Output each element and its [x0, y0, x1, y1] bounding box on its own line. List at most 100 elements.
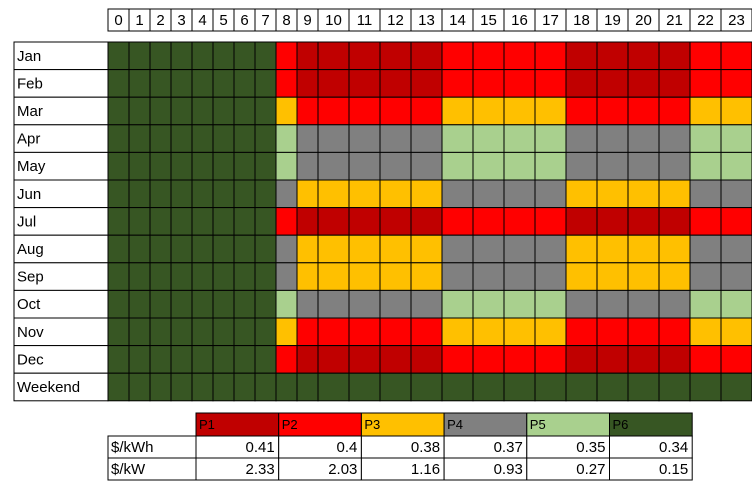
period-cell	[720, 41, 752, 71]
period-cell	[254, 69, 277, 98]
period-cell	[275, 96, 298, 126]
period-cell	[107, 69, 130, 98]
period-cell	[441, 289, 474, 319]
legend-row-label: $/kW	[111, 461, 146, 478]
period-cell	[191, 262, 214, 291]
period-cell	[170, 96, 193, 126]
period-cell	[212, 317, 235, 347]
period-cell	[472, 96, 505, 126]
row-label: Sep	[17, 269, 44, 286]
row-label: May	[17, 158, 46, 175]
period-cell	[348, 234, 381, 264]
legend-name: P6	[613, 417, 629, 432]
period-cell	[658, 317, 691, 347]
period-cell	[379, 262, 412, 291]
period-cell	[379, 345, 412, 374]
hour-label: 14	[449, 12, 466, 29]
hour-label: 3	[177, 12, 185, 29]
period-cell	[212, 69, 235, 98]
period-cell	[170, 317, 193, 347]
period-cell	[348, 345, 381, 374]
period-cell	[233, 179, 256, 209]
period-cell	[503, 151, 536, 181]
hour-label: 21	[666, 12, 683, 29]
period-cell	[107, 262, 130, 291]
period-cell	[191, 372, 214, 402]
period-cell	[275, 179, 298, 209]
period-cell	[348, 207, 381, 236]
period-cell	[191, 124, 214, 153]
period-cell	[254, 151, 277, 181]
period-cell	[534, 179, 567, 209]
period-cell	[296, 96, 319, 126]
period-cell	[128, 372, 151, 402]
period-cell	[107, 234, 130, 264]
period-cell	[107, 179, 130, 209]
legend-name: P5	[530, 417, 546, 432]
period-cell	[348, 41, 381, 71]
period-cell	[565, 69, 598, 98]
period-cell	[149, 262, 172, 291]
hour-header-cell	[720, 8, 752, 32]
period-cell	[720, 179, 752, 209]
period-cell	[658, 41, 691, 71]
legend-name: P3	[364, 417, 380, 432]
period-cell	[128, 289, 151, 319]
period-cell	[441, 234, 474, 264]
period-cell	[627, 372, 660, 402]
legend-row-label: $/kWh	[111, 439, 154, 456]
period-cell	[720, 96, 752, 126]
period-cell	[565, 151, 598, 181]
period-cell	[212, 41, 235, 71]
period-cell	[107, 317, 130, 347]
row-label-cell	[13, 179, 109, 209]
period-cell	[410, 289, 443, 319]
period-cell	[254, 41, 277, 71]
period-cell	[296, 345, 319, 374]
period-cell	[720, 317, 752, 347]
hour-label: 0	[114, 12, 122, 29]
period-cell	[379, 124, 412, 153]
period-cell	[275, 372, 298, 402]
period-cell	[212, 234, 235, 264]
period-cell	[627, 262, 660, 291]
period-cell	[720, 151, 752, 181]
hour-label: 11	[357, 12, 373, 29]
period-cell	[275, 41, 298, 71]
period-cell	[233, 317, 256, 347]
period-cell	[128, 345, 151, 374]
period-cell	[534, 124, 567, 153]
hour-label: 13	[418, 12, 435, 29]
period-cell	[689, 372, 722, 402]
period-cell	[441, 317, 474, 347]
period-cell	[441, 262, 474, 291]
period-cell	[534, 345, 567, 374]
period-cell	[441, 372, 474, 402]
period-cell	[472, 69, 505, 98]
period-cell	[191, 69, 214, 98]
period-cell	[317, 262, 350, 291]
row-label-cell	[13, 96, 109, 126]
period-cell	[128, 41, 151, 71]
period-cell	[254, 179, 277, 209]
period-cell	[534, 372, 567, 402]
period-cell	[296, 289, 319, 319]
hour-label: 22	[697, 12, 714, 29]
period-cell	[627, 124, 660, 153]
period-cell	[212, 372, 235, 402]
period-cell	[534, 317, 567, 347]
period-cell	[149, 124, 172, 153]
period-cell	[689, 234, 722, 264]
legend-value: 0.35	[576, 439, 605, 456]
period-cell	[658, 69, 691, 98]
period-cell	[565, 124, 598, 153]
period-cell	[191, 234, 214, 264]
row-label: Weekend	[17, 379, 80, 396]
period-cell	[212, 262, 235, 291]
period-cell	[379, 96, 412, 126]
row-label-cell	[13, 207, 109, 236]
period-cell	[472, 317, 505, 347]
period-cell	[379, 289, 412, 319]
hour-label: 20	[635, 12, 652, 29]
period-cell	[317, 289, 350, 319]
